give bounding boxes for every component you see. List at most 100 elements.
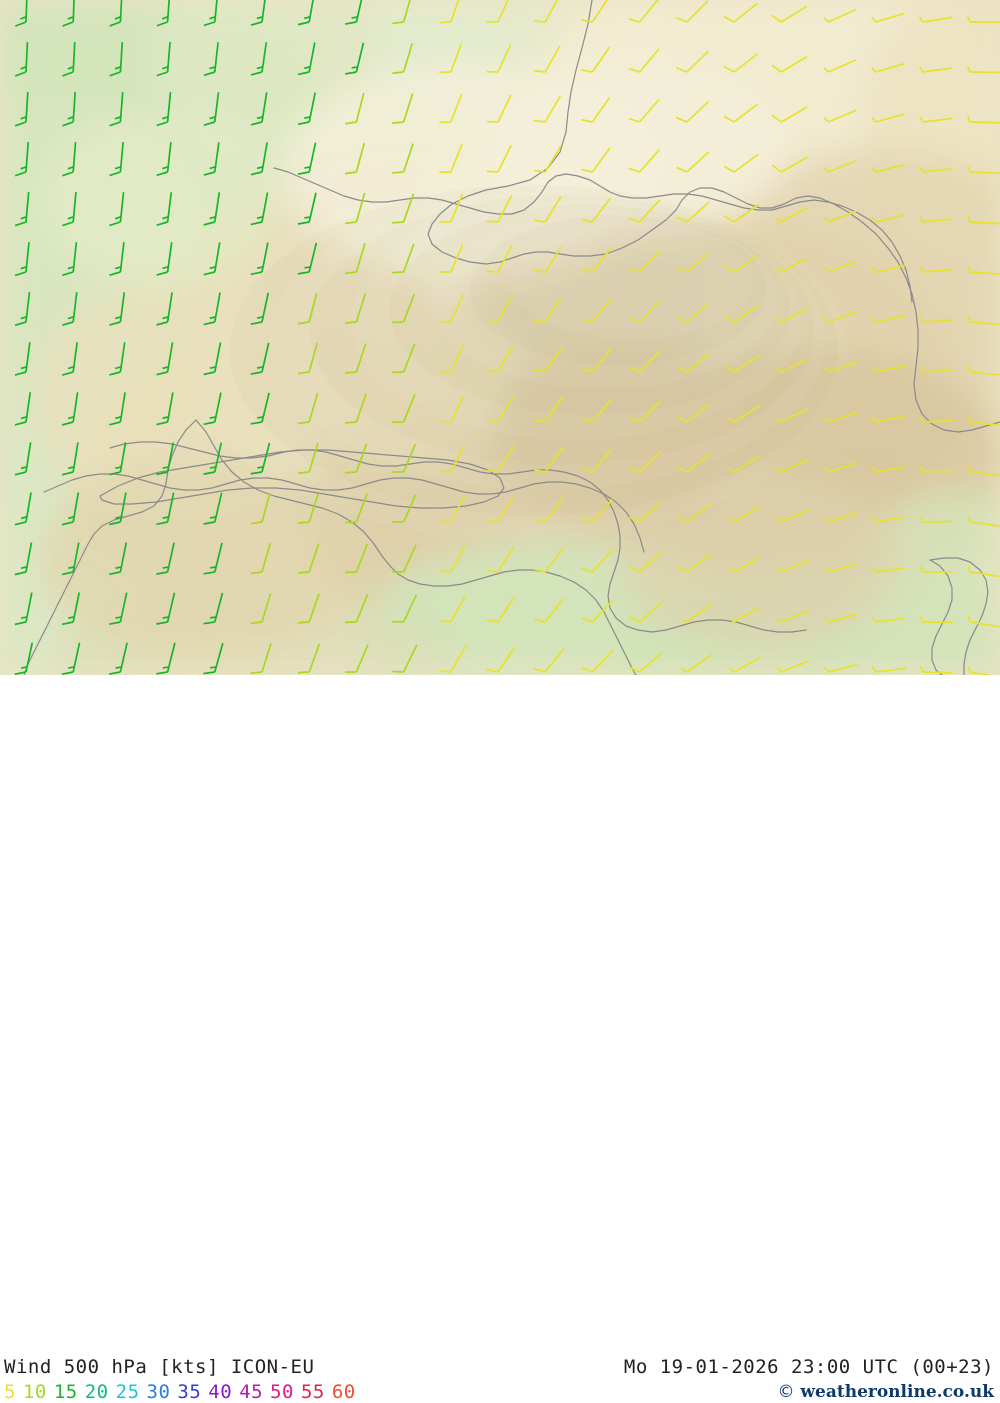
- wind-barb: [487, 40, 511, 76]
- barb-full-flag: [439, 68, 450, 76]
- barb-full-flag: [629, 564, 639, 575]
- wind-barb: [677, 546, 711, 575]
- wind-barb: [581, 192, 610, 226]
- barb-half-flag: [824, 317, 828, 323]
- barb-shaft: [592, 148, 610, 172]
- wind-barb: [872, 512, 905, 523]
- barb-full-flag: [392, 568, 403, 576]
- weather-map[interactable]: [0, 0, 1000, 675]
- wind-barb: [582, 543, 613, 576]
- barb-shaft: [828, 413, 856, 422]
- wind-barb: [251, 0, 266, 26]
- barb-shaft: [545, 247, 561, 272]
- barb-half-flag: [920, 666, 923, 672]
- barb-shaft: [734, 104, 758, 122]
- copyright-notice: © weatheronline.co.uk: [777, 1382, 994, 1402]
- wind-barb: [872, 310, 905, 322]
- wind-barb: [251, 340, 269, 376]
- wind-barb: [724, 196, 758, 225]
- barb-full-flag: [62, 570, 73, 576]
- wind-barb: [62, 191, 76, 226]
- barb-full-flag: [629, 464, 640, 475]
- barb-shaft: [404, 444, 416, 472]
- wind-barb: [872, 260, 905, 273]
- wind-barb: [157, 91, 171, 126]
- wind-barb: [156, 590, 174, 626]
- barb-shaft: [168, 0, 170, 22]
- barb-shaft: [640, 502, 662, 522]
- barb-full-flag: [439, 617, 450, 626]
- wind-barb: [156, 391, 172, 427]
- barb-full-flag: [109, 420, 120, 426]
- barb-half-flag: [777, 317, 782, 323]
- barb-shaft: [545, 196, 561, 222]
- barb-shaft: [356, 243, 365, 272]
- barb-full-flag: [156, 520, 167, 527]
- wind-barb: [534, 141, 561, 176]
- barb-shaft: [876, 668, 906, 672]
- wind-barb: [298, 91, 315, 127]
- wind-barb: [777, 454, 809, 473]
- wind-barb: [582, 643, 613, 675]
- wind-barb: [682, 650, 712, 673]
- wind-barb: [629, 143, 660, 176]
- barb-shaft: [498, 496, 514, 522]
- wind-barb: [345, 290, 365, 326]
- legend-entry-5: 5: [4, 1381, 16, 1403]
- wind-barb: [62, 541, 79, 577]
- wind-barb: [534, 391, 562, 425]
- wind-barb: [204, 191, 220, 227]
- barb-shaft: [592, 600, 612, 622]
- barb-half-flag: [777, 617, 781, 623]
- wind-barb: [15, 91, 28, 126]
- barb-full-flag: [251, 619, 262, 626]
- wind-barb: [534, 91, 560, 126]
- barb-half-flag: [920, 566, 922, 572]
- wind-barb: [968, 416, 1000, 425]
- wind-barb: [777, 605, 809, 623]
- barb-shaft: [545, 448, 562, 472]
- barb-shaft: [451, 0, 461, 22]
- barb-full-flag: [345, 319, 356, 326]
- barb-shaft: [356, 293, 365, 322]
- barb-shaft: [356, 544, 367, 572]
- barb-shaft: [592, 399, 611, 422]
- barb-half-flag: [920, 616, 922, 622]
- barb-shaft: [734, 154, 758, 172]
- wind-barb: [15, 0, 27, 26]
- wind-barb: [776, 203, 807, 223]
- wind-barb: [724, 96, 758, 125]
- barb-full-flag: [534, 366, 545, 376]
- barb-full-flag: [439, 118, 450, 126]
- barb-shaft: [687, 655, 712, 672]
- wind-barb: [676, 0, 708, 25]
- wind-barb: [109, 590, 126, 626]
- barb-shaft: [404, 394, 415, 422]
- barb-full-flag: [15, 371, 26, 377]
- barb-half-flag: [872, 267, 876, 273]
- barb-full-flag: [204, 420, 215, 427]
- barb-full-flag: [345, 568, 356, 576]
- barb-shaft: [687, 605, 711, 622]
- barb-full-flag: [157, 320, 168, 326]
- barb-full-flag: [724, 114, 734, 125]
- barb-shaft: [451, 445, 464, 472]
- barb-full-flag: [298, 419, 309, 426]
- wind-barb: [729, 502, 760, 523]
- wind-barb: [487, 90, 511, 126]
- barb-half-flag: [824, 67, 828, 73]
- wind-barb: [251, 440, 270, 476]
- barb-shaft: [309, 493, 318, 522]
- barb-shaft: [781, 359, 808, 372]
- barb-full-flag: [487, 267, 498, 276]
- barb-shaft: [309, 0, 314, 22]
- wind-barb: [872, 58, 905, 72]
- barb-full-flag: [204, 520, 215, 527]
- barb-shaft: [640, 401, 661, 422]
- barb-shaft: [498, 95, 511, 122]
- wind-barb: [204, 540, 223, 576]
- barb-full-flag: [298, 269, 309, 276]
- barb-half-flag: [968, 416, 971, 422]
- barb-full-flag: [582, 515, 593, 525]
- barb-full-flag: [251, 120, 262, 126]
